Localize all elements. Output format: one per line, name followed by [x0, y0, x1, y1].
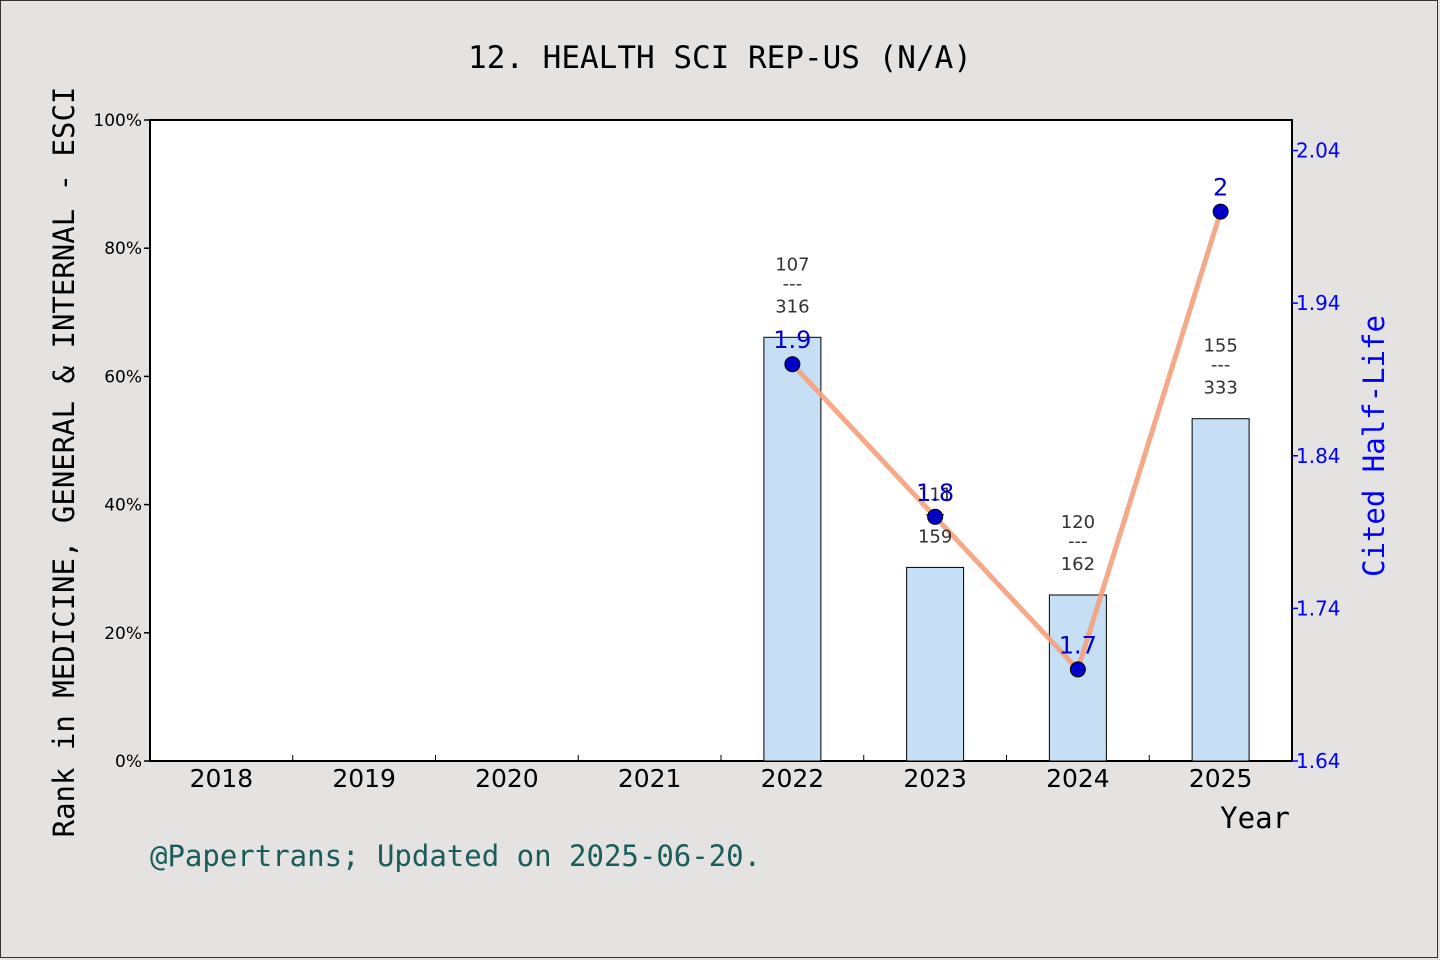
- bar-total-2023: 159: [918, 526, 952, 547]
- footer-note: @Papertrans; Updated on 2025-06-20.: [150, 839, 761, 873]
- bar-rank-2022: 107: [775, 254, 809, 275]
- half-life-point-2024: [1069, 661, 1086, 678]
- bar-2025: [1191, 418, 1250, 762]
- bar-sep-2022: ---: [783, 273, 803, 294]
- y-tick-label: 0%: [115, 752, 142, 772]
- bar-total-2025: 333: [1203, 378, 1237, 399]
- y2-axis-title: Cited Half-Life: [1357, 315, 1391, 577]
- bar-sep-2025: ---: [1211, 355, 1231, 376]
- x-axis-title: Year: [1220, 801, 1290, 835]
- bar-total-2024: 162: [1061, 554, 1095, 575]
- y2-tick-label: 2.04: [1296, 139, 1341, 163]
- x-tick-label-2021: 2021: [618, 764, 682, 793]
- x-tick-label-2018: 2018: [190, 764, 254, 793]
- x-tick-label-2022: 2022: [761, 764, 825, 793]
- bar-rank-2023: 111: [918, 484, 952, 505]
- bar-rank-2024: 120: [1061, 512, 1095, 533]
- bar-2022: [763, 336, 822, 762]
- y-tick-label: 80%: [104, 239, 142, 259]
- y-tick-label: 20%: [104, 624, 142, 644]
- y-tick-label: 60%: [104, 367, 142, 387]
- x-tick-label-2020: 2020: [475, 764, 539, 793]
- y2-tick-label: 1.64: [1296, 749, 1341, 773]
- chart-title: 12. HEALTH SCI REP-US (N/A): [468, 40, 972, 76]
- half-life-line: [790, 210, 1224, 672]
- bar-total-2022: 316: [775, 296, 809, 317]
- half-life-label-2023: 1.8: [916, 479, 954, 507]
- x-tick-label-2019: 2019: [332, 764, 396, 793]
- bar-2023: [906, 566, 965, 762]
- y2-tick-label: 1.74: [1296, 596, 1341, 620]
- y-tick-label: 100%: [93, 111, 142, 131]
- y2-tick-label: 1.94: [1296, 291, 1341, 315]
- x-tick-label-2024: 2024: [1046, 764, 1110, 793]
- half-life-label-2024: 1.7: [1059, 631, 1097, 659]
- y-tick-label: 40%: [104, 496, 142, 516]
- half-life-label-2022: 1.9: [773, 326, 811, 354]
- half-life-point-2025: [1212, 203, 1229, 220]
- half-life-point-2023: [927, 508, 944, 525]
- y-axis-title: Rank in MEDICINE, GENERAL & INTERNAL - E…: [47, 87, 81, 838]
- bar-rank-2025: 155: [1203, 336, 1237, 357]
- half-life-point-2022: [784, 356, 801, 373]
- x-tick-label-2023: 2023: [903, 764, 967, 793]
- y2-tick-label: 1.84: [1296, 444, 1341, 468]
- plot-area: [149, 119, 1293, 762]
- half-life-label-2025: 2: [1213, 174, 1228, 202]
- x-tick-label-2025: 2025: [1189, 764, 1253, 793]
- bar-sep-2024: ---: [1068, 531, 1088, 552]
- bar-2024: [1048, 594, 1107, 762]
